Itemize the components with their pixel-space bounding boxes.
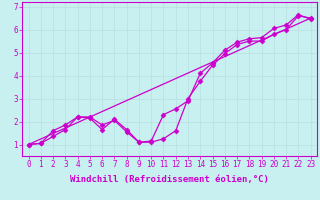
X-axis label: Windchill (Refroidissement éolien,°C): Windchill (Refroidissement éolien,°C) xyxy=(70,175,269,184)
